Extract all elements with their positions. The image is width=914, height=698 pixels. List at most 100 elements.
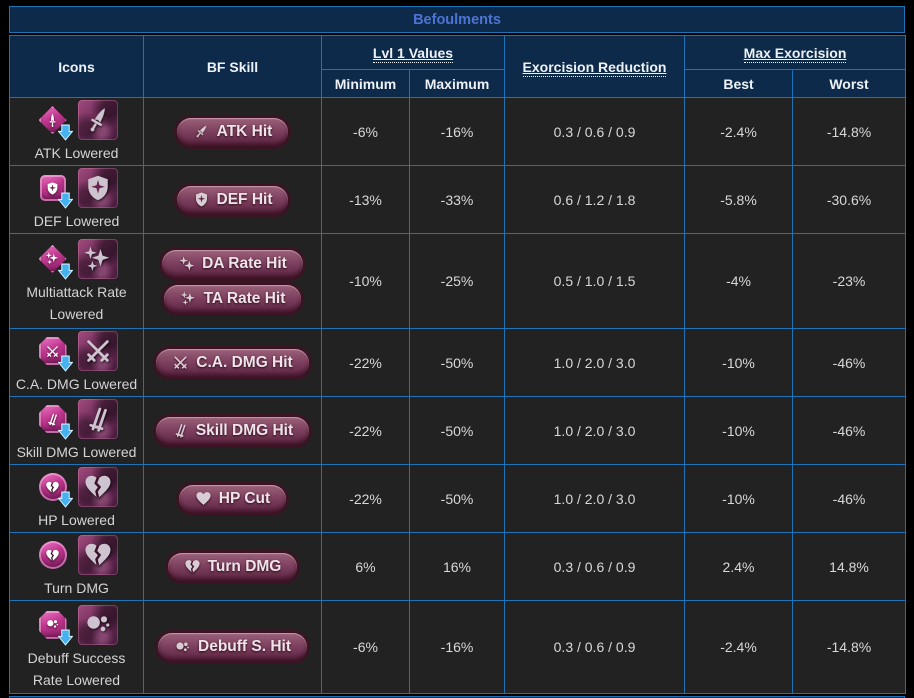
status-label: Skill DMG Lowered <box>16 444 137 461</box>
worst-cell: -14.8% <box>792 97 907 166</box>
col-header-lvl1-values: Lvl 1 Values <box>320 35 506 70</box>
skill-pill-label: Turn DMG <box>207 557 282 575</box>
best-cell: -4% <box>684 233 794 329</box>
turn-dmg-badge-icon[interactable] <box>36 538 70 572</box>
down-arrow-icon <box>57 629 73 646</box>
broken-heart-tile-icon[interactable] <box>77 535 118 576</box>
minimum-cell: -22% <box>321 396 410 465</box>
debuff-s-hit-skill-pill[interactable]: Debuff S. Hit <box>158 633 307 661</box>
skill-pill-label: DEF Hit <box>216 190 273 208</box>
sword-tile-icon[interactable] <box>77 100 118 141</box>
worst-cell: -46% <box>792 396 907 465</box>
exorcision-reduction-tooltip[interactable]: Exorcision Reduction <box>522 58 667 77</box>
best-cell: -2.4% <box>684 600 794 694</box>
worst-cell: 14.8% <box>792 532 907 601</box>
multiattack-lowered-badge-icon[interactable] <box>36 242 73 280</box>
bf-skill-cell: ATK Hit <box>143 97 322 166</box>
worst-cell: -23% <box>792 233 907 329</box>
col-header-exorcision-reduction: Exorcision Reduction <box>504 35 686 98</box>
minimum-cell: -22% <box>321 328 410 397</box>
hp-lowered-badge-icon[interactable] <box>36 470 73 508</box>
table-title-bar: Befoulments <box>9 6 905 33</box>
atk-lowered-badge-icon[interactable] <box>36 103 73 141</box>
icons-cell: ATK Lowered <box>9 97 144 166</box>
reduction-cell: 0.5 / 1.0 / 1.5 <box>504 233 686 329</box>
bf-skill-cell: Turn DMG <box>143 532 322 601</box>
reduction-cell: 0.3 / 0.6 / 0.9 <box>504 532 686 601</box>
def-lowered-badge-icon[interactable] <box>36 171 73 209</box>
col-header-bf-skill: BF Skill <box>143 35 322 98</box>
col-header-worst: Worst <box>792 69 907 98</box>
icons-cell: Debuff Success Rate Lowered <box>9 600 144 694</box>
shield-icon <box>195 192 207 207</box>
reduction-cell: 1.0 / 2.0 / 3.0 <box>504 328 686 397</box>
bf-skill-cell: Debuff S. Hit <box>143 600 322 694</box>
skill-dmg-hit-skill-pill[interactable]: Skill DMG Hit <box>155 416 310 445</box>
minimum-cell: -6% <box>321 600 410 694</box>
maximum-cell: 16% <box>408 532 506 601</box>
sparkles-tile-icon[interactable] <box>77 238 118 279</box>
bf-skill-cell: DEF Hit <box>143 165 322 234</box>
skill-pill-label: DA Rate Hit <box>202 254 287 272</box>
down-arrow-icon <box>57 124 73 141</box>
icons-cell: HP Lowered <box>9 464 144 533</box>
bf-skill-cell: DA Rate Hit TA Rate Hit <box>143 233 322 329</box>
crossed-swords-tile-icon[interactable] <box>77 331 118 372</box>
minimum-cell: -6% <box>321 97 410 166</box>
best-cell: -5.8% <box>684 165 794 234</box>
minimum-cell: 6% <box>321 532 410 601</box>
ta-rate-hit-skill-pill[interactable]: TA Rate Hit <box>163 284 302 313</box>
bf-skill-cell: HP Cut <box>143 464 322 533</box>
maximum-cell: -16% <box>408 600 506 694</box>
skill-pill-label: Skill DMG Hit <box>195 421 294 439</box>
next-table-top-strip <box>9 696 905 698</box>
best-cell: -10% <box>684 328 794 397</box>
table-row-ca-dmg-lowered: C.A. DMG Lowered C.A. DMG Hit -22% -50% … <box>9 328 907 397</box>
best-cell: -10% <box>684 396 794 465</box>
maximum-cell: -50% <box>408 396 506 465</box>
lvl1-values-tooltip[interactable]: Lvl 1 Values <box>372 44 454 63</box>
da-rate-hit-skill-pill[interactable]: DA Rate Hit <box>162 249 303 278</box>
bubbles-icon <box>176 642 189 651</box>
skill-dmg-lowered-badge-icon[interactable] <box>36 402 73 440</box>
minimum-cell: -13% <box>321 165 410 234</box>
maximum-cell: -25% <box>408 233 506 329</box>
icons-cell: Multiattack Rate Lowered <box>9 233 144 329</box>
best-cell: -10% <box>684 464 794 533</box>
daggers-tile-icon[interactable] <box>77 399 118 440</box>
crossed-swords-icon <box>174 356 187 369</box>
broken-heart-tile-icon[interactable] <box>77 467 118 508</box>
debuff-rate-lowered-badge-icon[interactable] <box>36 608 73 646</box>
status-label: ATK Lowered <box>34 145 119 162</box>
bf-skill-cell: C.A. DMG Hit <box>143 328 322 397</box>
daggers-icon <box>175 424 186 438</box>
befoulments-table: Icons BF Skill Lvl 1 Values Exorcision R… <box>9 35 907 694</box>
max-exorcision-tooltip[interactable]: Max Exorcision <box>743 44 847 63</box>
ca-dmg-hit-skill-pill[interactable]: C.A. DMG Hit <box>156 348 309 377</box>
down-arrow-icon <box>57 192 73 209</box>
down-arrow-icon <box>57 263 73 280</box>
down-arrow-icon <box>57 423 73 440</box>
down-arrow-icon <box>57 491 73 508</box>
def-hit-skill-pill[interactable]: DEF Hit <box>176 185 289 214</box>
col-header-maximum: Maximum <box>408 69 506 98</box>
status-label: HP Lowered <box>38 512 115 529</box>
maximum-cell: -50% <box>408 328 506 397</box>
sword-icon <box>193 123 209 140</box>
skill-pill-label: HP Cut <box>218 489 271 507</box>
icons-cell: C.A. DMG Lowered <box>9 328 144 397</box>
shield-tile-icon[interactable] <box>77 168 118 209</box>
bubbles-tile-icon[interactable] <box>77 604 118 645</box>
atk-hit-skill-pill[interactable]: ATK Hit <box>176 117 289 146</box>
hp-cut-skill-pill[interactable]: HP Cut <box>178 484 287 513</box>
befoulments-title-link[interactable]: Befoulments <box>413 11 501 28</box>
turn-dmg-skill-pill[interactable]: Turn DMG <box>167 552 298 581</box>
table-row-hp-lowered: HP Lowered HP Cut -22% -50% 1.0 / 2.0 / … <box>9 464 907 533</box>
col-header-best: Best <box>684 69 794 98</box>
double-sparkle-icon <box>179 256 195 271</box>
status-label: DEF Lowered <box>33 213 120 230</box>
ca-dmg-lowered-badge-icon[interactable] <box>36 334 73 372</box>
worst-cell: -46% <box>792 328 907 397</box>
maximum-cell: -50% <box>408 464 506 533</box>
